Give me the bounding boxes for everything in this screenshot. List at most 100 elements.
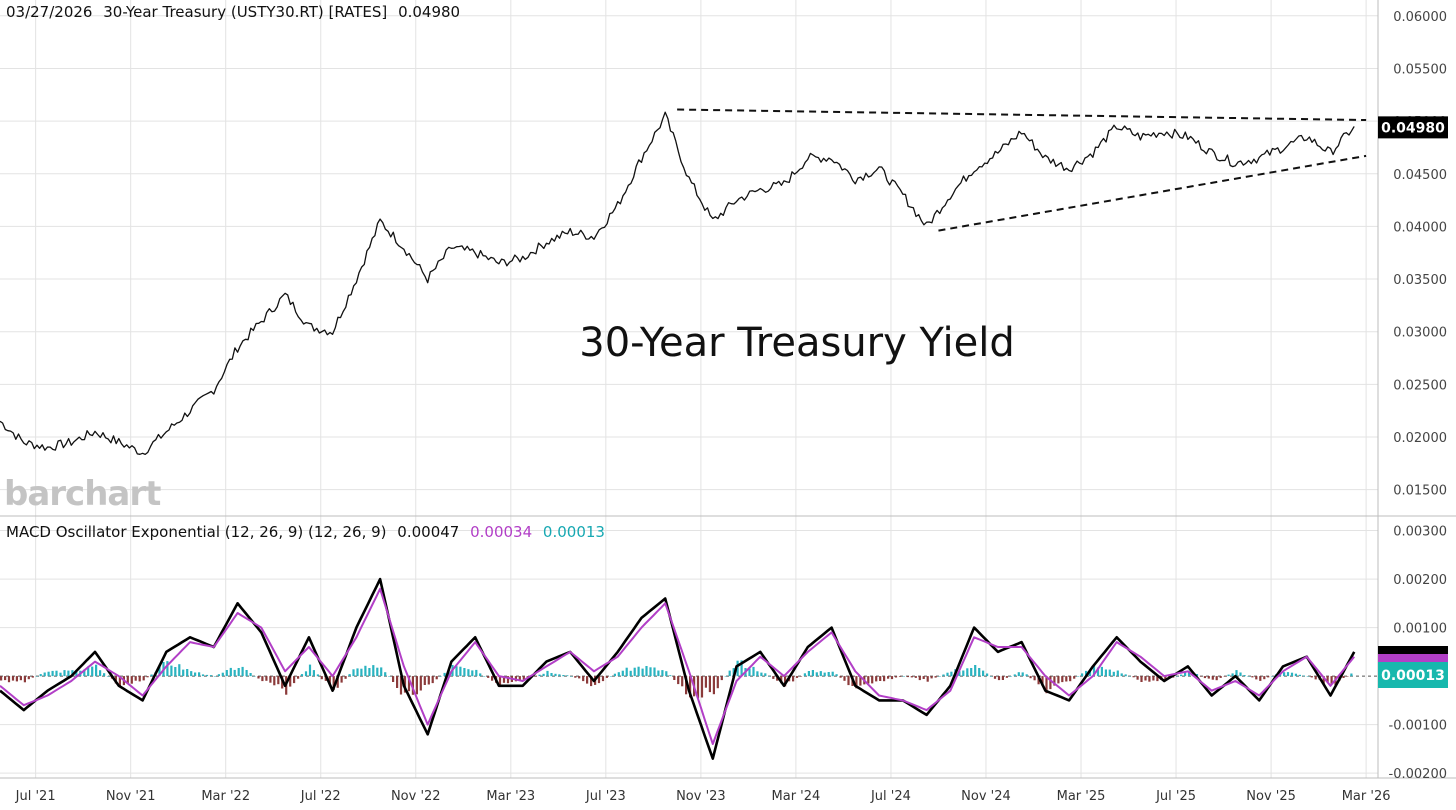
macd-histogram-bar [142, 676, 145, 681]
macd-histogram-bar [847, 676, 850, 686]
macd-histogram-bar [518, 676, 521, 681]
macd-histogram-bar [19, 676, 22, 681]
x-tick-label: Mar '26 [1342, 789, 1391, 804]
macd-histogram-bar [273, 676, 276, 686]
macd-histogram-bar [277, 676, 280, 685]
y-tick-label: 0.03000 [1393, 326, 1447, 341]
macd-histogram-bar [1243, 675, 1246, 677]
macd-histogram-bar [1005, 676, 1008, 678]
macd-histogram-bar [388, 676, 391, 677]
macd-histogram-bar [823, 672, 826, 677]
macd-histogram-bar [1199, 676, 1202, 677]
macd-histogram-bar [752, 666, 755, 677]
x-tick-label: Nov '21 [106, 789, 156, 804]
macd-histogram-bar [1049, 676, 1052, 690]
macd-histogram-bar [332, 676, 335, 691]
macd-histogram-bar [1227, 674, 1230, 677]
macd-histogram-bar [918, 676, 921, 681]
macd-histogram-bar [407, 676, 411, 692]
macd-histogram-bar [7, 676, 11, 683]
macd-histogram-bar [1120, 673, 1123, 677]
macd-histogram-bar [166, 661, 169, 677]
macd-histogram-bar [795, 676, 799, 678]
macd-histogram-bar [411, 676, 414, 695]
macd-histogram-bar [27, 676, 30, 680]
macd-histogram-bar [1251, 676, 1254, 678]
macd-histogram-bar [67, 670, 70, 677]
y-tick-label: 0.03500 [1393, 273, 1447, 288]
macd-histogram-bar [1085, 670, 1088, 677]
macd-histogram-bar [95, 664, 98, 677]
macd-histogram-bar [871, 676, 874, 684]
macd-histogram-bar [182, 669, 185, 677]
macd-histogram-bar [91, 666, 94, 677]
macd-histogram-bar [265, 676, 268, 681]
macd-histogram-bar [776, 676, 779, 681]
macd-histogram-bar [554, 673, 557, 677]
y-tick-label: 0.05500 [1393, 62, 1447, 77]
chart-title: 30-Year Treasury Yield [579, 320, 1015, 366]
macd-histogram-bar [130, 676, 133, 684]
macd-line [0, 577, 1356, 760]
macd-histogram-bar [209, 675, 213, 677]
macd-histogram-bar [958, 671, 961, 677]
x-tick-label: Nov '23 [676, 789, 726, 804]
macd-histogram-bar [1140, 676, 1143, 682]
macd-histogram-bar [978, 668, 981, 677]
x-tick-label: Nov '22 [391, 789, 441, 804]
x-tick-label: Mar '24 [772, 789, 821, 804]
macd-histogram-bar [807, 671, 810, 677]
macd-histogram-bar [1025, 674, 1028, 677]
macd-histogram-bar [1294, 673, 1297, 677]
macd-histogram-bar [1271, 676, 1274, 677]
macd-histogram-bar [360, 668, 363, 677]
macd-histogram-bar [997, 676, 1001, 681]
macd-histogram-bar [1235, 670, 1238, 677]
macd-histogram-bar [1195, 674, 1199, 677]
macd-histogram-bar [930, 676, 933, 679]
macd-histogram-bar [364, 665, 367, 677]
macd-histogram-bar [205, 674, 209, 677]
macd-histogram-bar [649, 667, 652, 677]
macd-histogram-bar [1231, 673, 1234, 677]
macd-histogram-bar [467, 669, 470, 677]
upper-trendline [677, 108, 1367, 122]
macd-histogram-bar [269, 676, 272, 683]
last-value-badge [1378, 116, 1448, 139]
macd-histogram-bar [677, 676, 680, 685]
macd-histogram-bar [1247, 676, 1250, 677]
macd-histogram-bar [819, 671, 822, 677]
macd-histogram-bar [898, 676, 902, 677]
macd-histogram-bar [0, 676, 3, 681]
barchart-logo: barchart [4, 474, 161, 514]
macd-histogram-bar [1077, 676, 1080, 677]
macd-histogram-bar [989, 676, 993, 677]
macd-histogram-bar [1267, 676, 1270, 678]
macd-histogram-bar [760, 672, 763, 677]
macd-histogram-bar [867, 676, 870, 684]
macd-histogram-bar [740, 660, 743, 677]
macd-histogram-bar [502, 676, 506, 683]
macd-histogram-bar [562, 675, 565, 677]
price-series-line [0, 111, 1355, 456]
macd-histogram-bar [1306, 676, 1309, 677]
macd-histogram-bar [1310, 676, 1313, 678]
macd-histogram-bar [194, 672, 197, 677]
macd-histogram-bar [542, 673, 545, 677]
macd-histogram-bar [914, 676, 917, 678]
macd-y-tick-label: -0.00100 [1389, 719, 1447, 734]
macd-histogram-bar [629, 670, 632, 677]
macd-histogram-bar [566, 675, 569, 677]
macd-histogram-bar [1081, 673, 1084, 677]
x-tick-label: Jul '22 [300, 789, 341, 804]
macd-histogram-bar [376, 667, 379, 677]
macd-histogram-bar [879, 676, 882, 681]
macd-histogram-bar [1180, 674, 1183, 677]
macd-histogram-bar [887, 676, 890, 679]
macd-histogram-bar [720, 676, 723, 681]
macd-histogram-bar [392, 676, 395, 682]
macd-histogram-bar [1326, 676, 1329, 683]
macd-histogram-bar [293, 676, 296, 684]
macd-histogram-bar [590, 676, 593, 687]
macd-histogram-bar [1152, 676, 1155, 681]
